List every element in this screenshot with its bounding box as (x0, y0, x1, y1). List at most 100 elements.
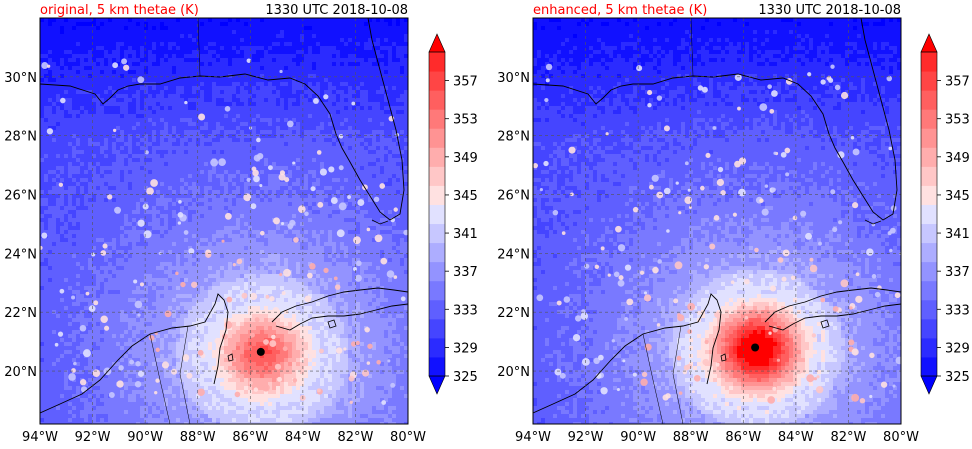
field-cell (260, 130, 264, 134)
field-cell (224, 18, 228, 22)
field-cell (176, 54, 180, 58)
field-cell (244, 190, 248, 194)
field-cell (68, 134, 72, 138)
field-cell (304, 62, 308, 66)
field-cell (144, 114, 148, 118)
field-cell (120, 214, 124, 218)
field-cell (336, 54, 340, 58)
field-cell (208, 46, 212, 50)
field-cell (220, 26, 224, 30)
field-cell (136, 90, 140, 94)
field-cell (68, 42, 72, 46)
field-cell (272, 230, 276, 234)
field-cell (332, 90, 336, 94)
field-cell (188, 150, 192, 154)
field-cell (204, 78, 208, 82)
field-cell (340, 66, 344, 70)
field-cell (356, 222, 360, 226)
field-cell (220, 74, 224, 78)
field-cell (260, 46, 264, 50)
field-cell (104, 98, 108, 102)
field-cell (268, 114, 272, 118)
field-cell (312, 66, 316, 70)
field-cell (44, 134, 48, 138)
field-cell (296, 170, 300, 174)
field-cell (352, 166, 356, 170)
field-cell (396, 206, 400, 210)
field-cell (220, 66, 224, 70)
field-cell (60, 234, 64, 238)
field-cell (64, 134, 68, 138)
field-cell (276, 130, 280, 134)
field-cell (332, 22, 336, 26)
field-cell (64, 174, 68, 178)
field-cell (60, 230, 64, 234)
field-cell (264, 118, 268, 122)
field-cell (288, 202, 292, 206)
field-cell (172, 82, 176, 86)
field-cell (124, 38, 128, 42)
field-cell (296, 190, 300, 194)
field-cell (136, 186, 140, 190)
field-cell (320, 110, 324, 114)
field-cell (212, 18, 216, 22)
field-cell (312, 38, 316, 42)
field-cell (216, 98, 220, 102)
field-cell (120, 74, 124, 78)
field-cell (380, 106, 384, 110)
field-cell (112, 30, 116, 34)
field-cell (404, 194, 408, 198)
field-cell (132, 102, 136, 106)
field-cell (264, 110, 268, 114)
field-cell (120, 62, 124, 66)
field-cell (228, 186, 232, 190)
field-cell (360, 218, 364, 222)
field-cell (404, 186, 408, 190)
field-cell (328, 226, 332, 230)
field-cell (284, 42, 288, 46)
field-cell (176, 118, 180, 122)
field-cell (168, 110, 172, 114)
field-cell (68, 142, 72, 146)
field-cell (112, 98, 116, 102)
field-cell (76, 118, 80, 122)
field-cell (308, 118, 312, 122)
field-cell (276, 226, 280, 230)
field-cell (200, 130, 204, 134)
field-cell (300, 30, 304, 34)
field-cell (40, 202, 44, 206)
field-cell (84, 50, 88, 54)
field-cell (240, 22, 244, 26)
field-cell (112, 82, 116, 86)
field-cell (288, 38, 292, 42)
field-cell (288, 78, 292, 82)
field-cell (164, 46, 168, 50)
field-cell (216, 182, 220, 186)
field-cell (56, 126, 60, 130)
field-cell (312, 202, 316, 206)
field-cell (372, 34, 376, 38)
field-cell (340, 90, 344, 94)
field-cell (244, 54, 248, 58)
field-cell (300, 214, 304, 218)
field-cell (352, 218, 356, 222)
field-cell (392, 206, 396, 210)
field-cell (140, 26, 144, 30)
field-cell (268, 214, 272, 218)
field-cell (120, 182, 124, 186)
field-cell (48, 146, 52, 150)
field-cell (180, 50, 184, 54)
field-cell (364, 142, 368, 146)
field-cell (124, 86, 128, 90)
field-cell (168, 222, 172, 226)
field-cell (376, 22, 380, 26)
field-cell (68, 66, 72, 70)
field-cell (88, 142, 92, 146)
field-cell (336, 70, 340, 74)
field-cell (392, 146, 396, 150)
field-cell (156, 214, 160, 218)
field-cell (124, 62, 128, 66)
field-cell (384, 166, 388, 170)
field-cell (140, 18, 144, 22)
field-cell (324, 26, 328, 30)
